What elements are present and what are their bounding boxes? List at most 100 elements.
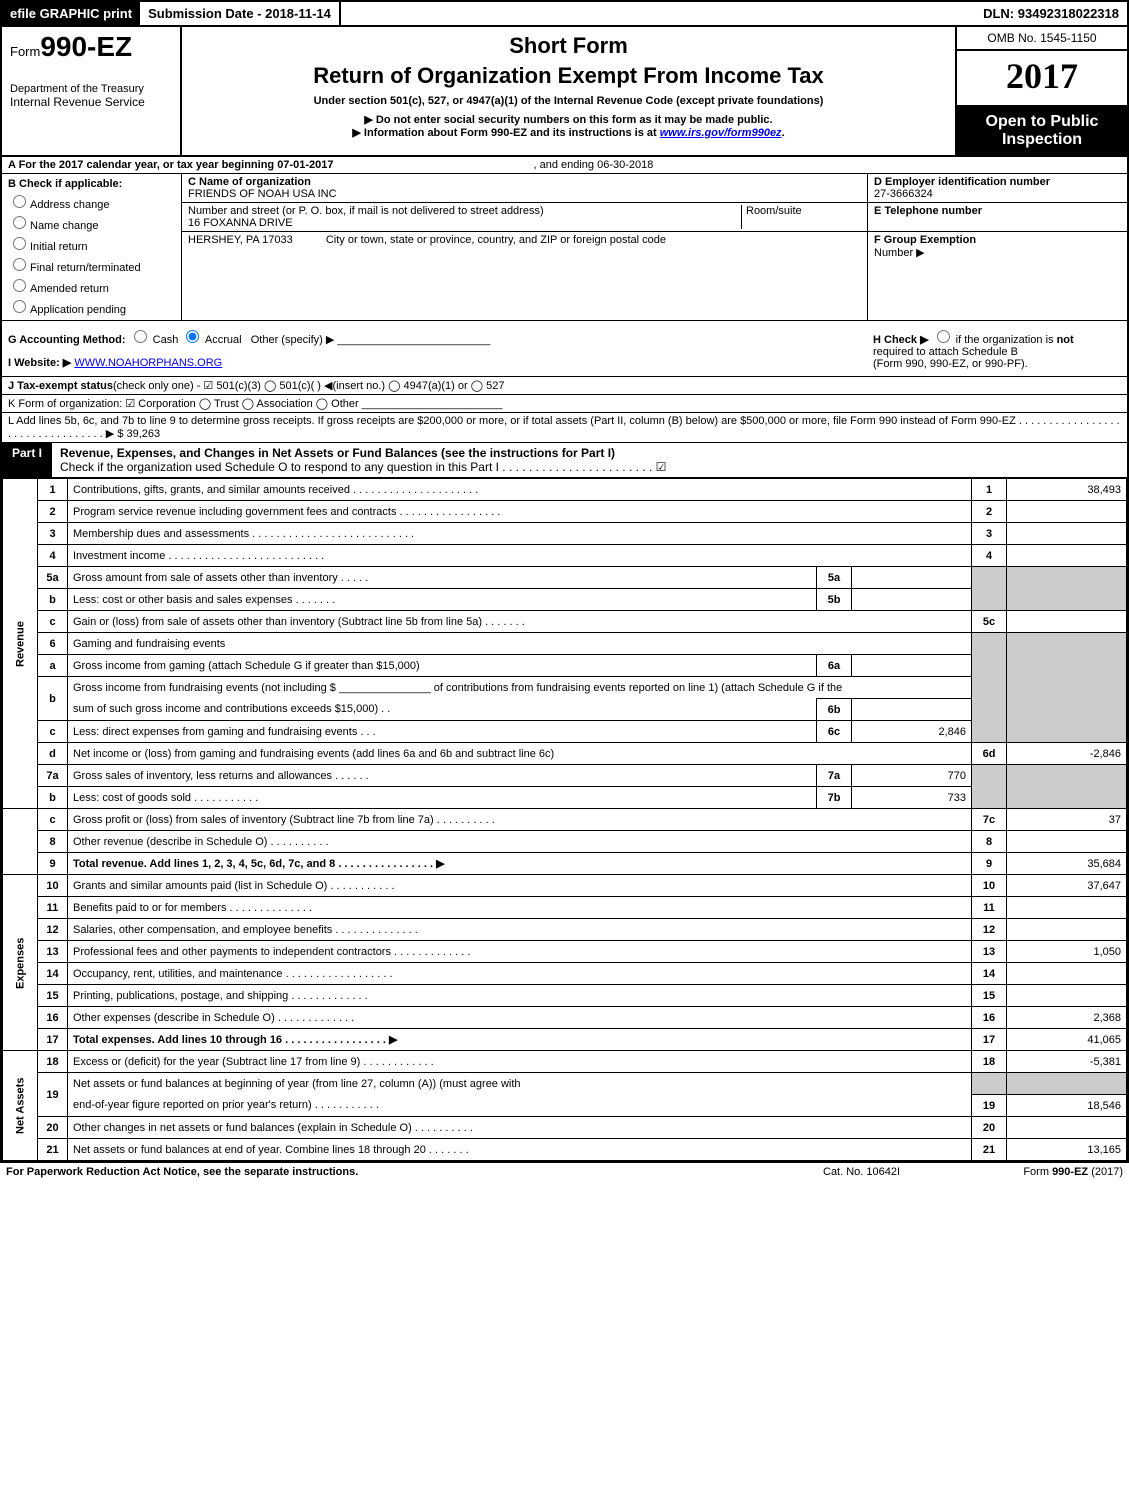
- ln-14-desc: Occupancy, rent, utilities, and maintena…: [68, 963, 972, 985]
- ln-3-amt: [1007, 523, 1127, 545]
- part-1-label: Part I: [2, 443, 52, 477]
- opt-name-change: Name change: [30, 220, 99, 232]
- ln-9-desc: Total revenue. Add lines 1, 2, 3, 4, 5c,…: [68, 853, 972, 875]
- ln-8-num: 8: [38, 831, 68, 853]
- rb-accrual[interactable]: [186, 330, 199, 343]
- section-c: C Name of organization FRIENDS OF NOAH U…: [182, 174, 867, 320]
- ln-17-num: 17: [38, 1029, 68, 1051]
- side-expenses: Expenses: [3, 875, 38, 1051]
- ln-3-desc: Membership dues and assessments . . . . …: [68, 523, 972, 545]
- ln-5c-num: c: [38, 611, 68, 633]
- ln-12-amt: [1007, 919, 1127, 941]
- lines-table: Revenue 1 Contributions, gifts, grants, …: [2, 478, 1127, 1161]
- ln-6a-desc: Gross income from gaming (attach Schedul…: [68, 655, 817, 677]
- ln-4-box: 4: [972, 545, 1007, 567]
- street-label: Number and street (or P. O. box, if mail…: [188, 205, 544, 217]
- ln-15-num: 15: [38, 985, 68, 1007]
- rb-h-check[interactable]: [937, 330, 950, 343]
- h-text1: if the organization is: [956, 334, 1057, 346]
- l-val: $ 39,263: [117, 428, 160, 440]
- part-1-title: Revenue, Expenses, and Changes in Net As…: [52, 443, 1127, 477]
- cb-application-pending[interactable]: [13, 300, 26, 313]
- footer-right: Form 990-EZ (2017): [973, 1166, 1123, 1178]
- j-text: (check only one) - ☑ 501(c)(3) ◯ 501(c)(…: [113, 380, 505, 392]
- section-h: H Check ▶ if the organization is not req…: [867, 321, 1127, 376]
- ln-19-num: 19: [38, 1073, 68, 1117]
- section-g-i-j: G Accounting Method: Cash Accrual Other …: [2, 321, 867, 376]
- ln-6c-subval: 2,846: [852, 721, 972, 743]
- ln-5b-subval: [852, 589, 972, 611]
- ln-5b-sub: 5b: [817, 589, 852, 611]
- ln-8-box: 8: [972, 831, 1007, 853]
- i-label: I Website: ▶: [8, 357, 71, 369]
- opt-other: Other (specify) ▶: [251, 334, 335, 346]
- opt-amended-return: Amended return: [30, 283, 109, 295]
- header-left: Form990-EZ Department of the Treasury In…: [2, 27, 182, 155]
- ln-8-amt: [1007, 831, 1127, 853]
- ln-6b-num: b: [38, 677, 68, 721]
- info-link[interactable]: www.irs.gov/form990ez: [660, 127, 782, 139]
- ln-16-desc: Other expenses (describe in Schedule O) …: [68, 1007, 972, 1029]
- ln-7b-desc: Less: cost of goods sold . . . . . . . .…: [68, 787, 817, 809]
- ln-6d-num: d: [38, 743, 68, 765]
- form-prefix: Form: [10, 44, 40, 59]
- ln-1-desc: Contributions, gifts, grants, and simila…: [68, 479, 972, 501]
- ln-11-desc: Benefits paid to or for members . . . . …: [68, 897, 972, 919]
- ln-17-amt: 41,065: [1007, 1029, 1127, 1051]
- ln-20-desc: Other changes in net assets or fund bala…: [68, 1117, 972, 1139]
- ln-14-box: 14: [972, 963, 1007, 985]
- ln-16-box: 16: [972, 1007, 1007, 1029]
- submission-date: Submission Date - 2018-11-14: [140, 2, 341, 25]
- ln-11-num: 11: [38, 897, 68, 919]
- dln: DLN: 93492318022318: [975, 2, 1127, 25]
- ln-6b-desc1: Gross income from fundraising events (no…: [68, 677, 972, 699]
- ln-6a-subval: [852, 655, 972, 677]
- ln-7c-desc: Gross profit or (loss) from sales of inv…: [68, 809, 972, 831]
- ln-6c-num: c: [38, 721, 68, 743]
- cb-name-change[interactable]: [13, 216, 26, 229]
- ln-15-desc: Printing, publications, postage, and shi…: [68, 985, 972, 1007]
- do-not-enter: ▶ Do not enter social security numbers o…: [190, 113, 947, 126]
- block-b-c-d: B Check if applicable: Address change Na…: [2, 174, 1127, 321]
- ln-3-box: 3: [972, 523, 1007, 545]
- ln-10-amt: 37,647: [1007, 875, 1127, 897]
- ln-5b-desc: Less: cost or other basis and sales expe…: [68, 589, 817, 611]
- short-form-title: Short Form: [190, 33, 947, 59]
- line-a: A For the 2017 calendar year, or tax yea…: [2, 157, 1127, 174]
- ln-10-desc: Grants and similar amounts paid (list in…: [68, 875, 972, 897]
- cb-final-return[interactable]: [13, 258, 26, 271]
- f-label: F Group Exemption: [874, 234, 976, 246]
- opt-final-return: Final return/terminated: [30, 262, 141, 274]
- k-text: K Form of organization: ☑ Corporation ◯ …: [8, 398, 362, 410]
- footer-catno: Cat. No. 10642I: [823, 1166, 973, 1178]
- c-label: C Name of organization: [188, 176, 311, 188]
- footer: For Paperwork Reduction Act Notice, see …: [0, 1163, 1129, 1181]
- ln-5a-sub: 5a: [817, 567, 852, 589]
- ln-18-num: 18: [38, 1051, 68, 1073]
- efile-button[interactable]: efile GRAPHIC print: [2, 2, 140, 25]
- ln-2-box: 2: [972, 501, 1007, 523]
- ln-17-box: 17: [972, 1029, 1007, 1051]
- cb-initial-return[interactable]: [13, 237, 26, 250]
- ein-value: 27-3666324: [874, 188, 933, 200]
- ln-9-amt: 35,684: [1007, 853, 1127, 875]
- ln-10-box: 10: [972, 875, 1007, 897]
- ln-13-box: 13: [972, 941, 1007, 963]
- ln-7a-sub: 7a: [817, 765, 852, 787]
- ln-6b-sub: 6b: [817, 699, 852, 721]
- website-link[interactable]: WWW.NOAHORPHANS.ORG: [74, 357, 222, 369]
- ln-6a-sub: 6a: [817, 655, 852, 677]
- cb-amended-return[interactable]: [13, 279, 26, 292]
- ln-19-amt: 18,546: [1007, 1095, 1127, 1117]
- cb-address-change[interactable]: [13, 195, 26, 208]
- ln-12-num: 12: [38, 919, 68, 941]
- ln-2-num: 2: [38, 501, 68, 523]
- ln-7a-desc: Gross sales of inventory, less returns a…: [68, 765, 817, 787]
- ln-6-num: 6: [38, 633, 68, 655]
- ln-7b-num: b: [38, 787, 68, 809]
- b-label: B Check if applicable:: [8, 178, 122, 190]
- ln-16-amt: 2,368: [1007, 1007, 1127, 1029]
- rb-cash[interactable]: [134, 330, 147, 343]
- section-def: D Employer identification number 27-3666…: [867, 174, 1127, 320]
- info-line: ▶ Information about Form 990-EZ and its …: [190, 126, 947, 139]
